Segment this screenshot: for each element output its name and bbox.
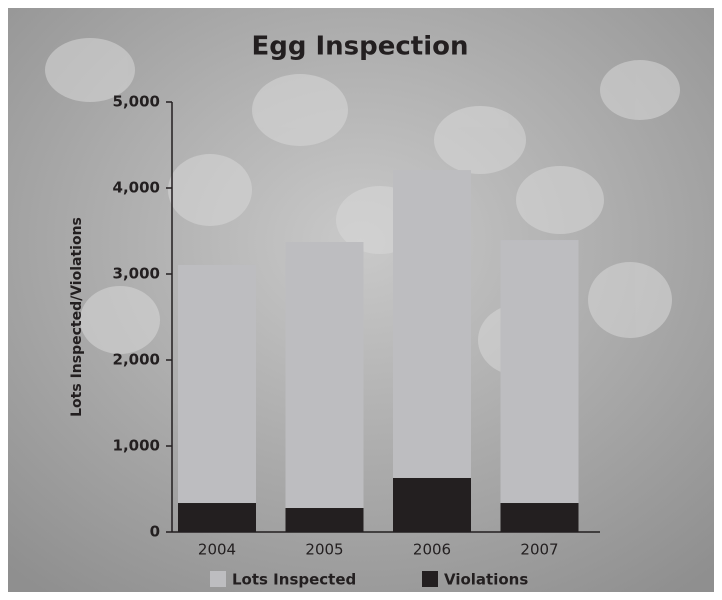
bar [393,170,471,532]
bar [393,477,471,532]
x-tick-label: 2005 [305,541,343,559]
bar [285,508,364,532]
chart-title: Egg Inspection [251,32,468,62]
y-tick-label: 5,000 [113,93,160,111]
bar [178,503,256,532]
x-tick-label: 2004 [198,541,236,559]
bar [500,503,579,532]
y-tick-label: 0 [150,523,160,541]
y-tick-label: 1,000 [113,437,160,455]
y-tick-label: 4,000 [113,179,160,197]
y-tick-label: 2,000 [113,351,160,369]
bar [178,264,256,532]
bar [500,240,579,532]
bar [285,242,364,532]
legend-swatch [210,571,226,587]
y-tick-label: 3,000 [113,265,160,283]
legend-label: Lots Inspected [232,571,356,589]
x-tick-label: 2006 [413,541,451,559]
x-tick-label: 2007 [520,541,558,559]
legend-swatch [422,571,438,587]
legend-label: Violations [444,571,528,589]
y-axis-label: Lots Inspected/Violations [69,217,85,417]
